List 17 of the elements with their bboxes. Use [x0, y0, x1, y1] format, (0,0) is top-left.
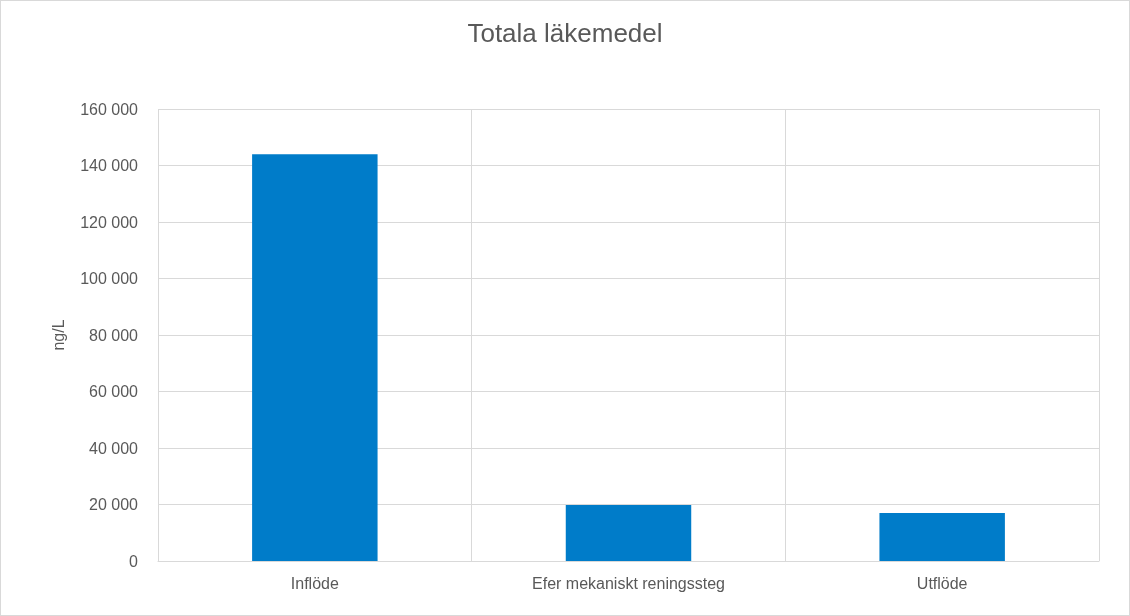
bar: [565, 505, 692, 561]
bar: [879, 512, 1005, 561]
y-tick-label: 0: [129, 552, 139, 570]
y-tick-label: 40 000: [89, 439, 139, 457]
y-tick-label: 80 000: [89, 326, 139, 344]
x-tick-label: Efer mekaniskt reningssteg: [532, 574, 725, 592]
y-axis-title: ng/L: [49, 319, 67, 351]
bar: [252, 154, 378, 561]
x-tick-label: Utflöde: [916, 574, 968, 592]
y-tick-label: 100 000: [80, 270, 139, 287]
y-tick-label: 20 000: [89, 496, 139, 513]
y-tick-label: 140 000: [80, 157, 139, 174]
y-tick-label: 160 000: [80, 100, 139, 118]
chart-title: Totala läkemedel: [467, 18, 663, 48]
y-tick-label: 60 000: [89, 383, 139, 400]
x-tick-label: Inflöde: [290, 574, 339, 592]
y-tick-label: 120 000: [80, 213, 139, 231]
